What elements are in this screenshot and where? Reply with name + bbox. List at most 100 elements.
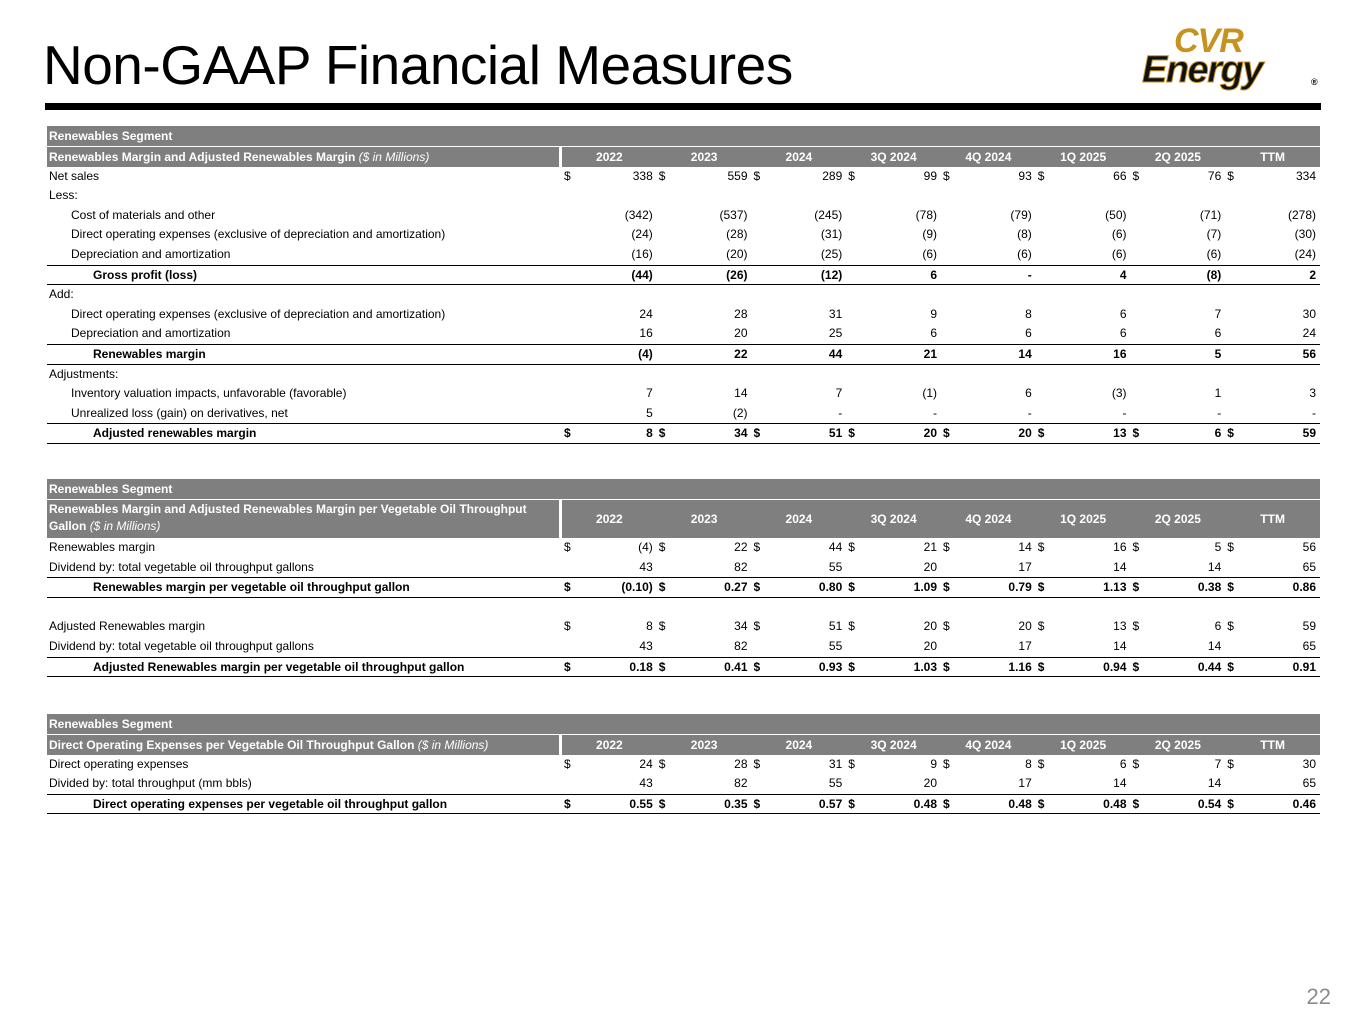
cell-value: 16: [1113, 540, 1127, 554]
cell-value: 82: [734, 776, 748, 791]
cell-value: 1: [1214, 386, 1222, 401]
currency-blank: [941, 305, 963, 325]
cell-value: 0.18: [629, 659, 653, 674]
table-row: Direct operating expenses (exclusive of …: [47, 225, 1320, 245]
currency-blank: [1225, 345, 1247, 364]
cell-value: -: [1217, 405, 1222, 420]
currency-sign: $: [1227, 426, 1234, 441]
cell-value: 7: [1214, 306, 1222, 321]
currency-blank: [657, 637, 679, 657]
header-label: Renewables Margin and Adjusted Renewable…: [47, 147, 562, 168]
title-rule: [45, 103, 1321, 110]
column-header: 2Q 2025: [1154, 149, 1201, 164]
currency-sign: $: [564, 756, 571, 771]
cell-value: (2): [732, 405, 748, 420]
cell-value: 6: [930, 267, 937, 282]
cell-value: (71): [1199, 207, 1222, 222]
cell-value: 16: [1113, 346, 1127, 361]
cell-value: 65: [1302, 559, 1316, 574]
currency-blank: [1036, 558, 1058, 578]
cell-value: 20: [923, 619, 937, 634]
currency-blank: [1225, 384, 1247, 404]
table-unit: ($ in Millions): [89, 519, 161, 533]
cell-value: 6: [1025, 386, 1032, 401]
currency-blank: [1225, 206, 1247, 226]
currency-blank: [562, 305, 584, 325]
cell-value: (278): [1287, 207, 1316, 222]
cell-value: 34: [734, 426, 748, 441]
column-header: 2022: [596, 149, 623, 164]
currency-blank: [562, 245, 584, 265]
cell-value: 13: [1113, 426, 1127, 441]
column-header: 1Q 2025: [1060, 512, 1107, 526]
currency-blank: [657, 225, 679, 245]
cell-value: 20: [923, 559, 937, 574]
table-row: Depreciation and amortization (16) (20) (25…: [47, 245, 1320, 265]
currency-blank: [752, 245, 774, 265]
cell-value: 0.93: [818, 659, 843, 674]
currency-blank: [752, 774, 774, 794]
row-label: Renewables margin: [93, 346, 206, 361]
cell-value: -: [1122, 405, 1127, 420]
cell-value: 6: [1119, 306, 1127, 321]
currency-sign: $: [1227, 796, 1234, 811]
cell-value: 21: [923, 540, 937, 554]
cell-value: 17: [1018, 776, 1032, 791]
table-row: Add:: [47, 285, 1320, 305]
cell-value: 76: [1207, 168, 1222, 183]
currency-blank: [941, 637, 963, 657]
row-label: Inventory valuation impacts, unfavorable…: [71, 386, 347, 401]
row-label: Divided by: total throughput (mm bbls): [49, 776, 252, 791]
row-label: Unrealized loss (gain) on derivatives, n…: [71, 405, 288, 420]
cell-value: 0.86: [1292, 580, 1316, 595]
table: Renewables Segment Renewables Margin and …: [47, 126, 1320, 444]
currency-blank: [1036, 324, 1058, 344]
cell-value: 0.48: [1103, 796, 1127, 811]
currency-sign: $: [1132, 619, 1140, 634]
currency-sign: $: [1132, 659, 1140, 674]
currency-blank: [1036, 384, 1058, 404]
currency-blank: [1131, 558, 1153, 578]
cell-value: 289: [822, 168, 843, 183]
cell-value: 31: [828, 756, 843, 771]
currency-sign: $: [564, 796, 571, 811]
cell-value: 0.35: [724, 796, 748, 811]
column-header: 2Q 2025: [1154, 737, 1201, 752]
currency-blank: [657, 266, 679, 285]
cell-value: (8): [1017, 227, 1032, 242]
currency-blank: [562, 345, 584, 364]
cell-value: 20: [923, 638, 937, 653]
cell-value: 93: [1018, 168, 1032, 183]
table-title: Renewables Margin and Adjusted Renewable…: [49, 150, 356, 164]
cell-value: (12): [820, 267, 843, 282]
currency-blank: [941, 384, 963, 404]
currency-blank: [562, 266, 584, 285]
currency-blank: [1036, 266, 1058, 285]
cell-value: 8: [1025, 756, 1032, 771]
currency-blank: [941, 266, 963, 285]
cell-value: 43: [639, 638, 653, 653]
cell-value: 1.16: [1008, 659, 1032, 674]
currency-sign: $: [848, 796, 855, 811]
currency-sign: $: [564, 426, 571, 441]
cell-value: 55: [828, 559, 843, 574]
table-row: Adjustments:: [47, 365, 1320, 385]
cell-value: 0.54: [1197, 796, 1222, 811]
page-number: 22: [1306, 984, 1331, 1009]
column-header: 4Q 2024: [965, 737, 1012, 752]
cell-value: -: [1027, 267, 1032, 282]
currency-blank: [846, 384, 868, 404]
cell-value: 0.38: [1197, 580, 1222, 595]
column-header: 2024: [785, 737, 813, 752]
header-row: Renewables Margin and Adjusted Renewable…: [47, 500, 1320, 538]
currency-blank: [1036, 225, 1058, 245]
table-row: Net sales $338 $559 $289 $99 $93 $66 $76 $334: [47, 167, 1320, 187]
currency-sign: $: [564, 659, 571, 674]
currency-blank: [562, 774, 584, 794]
cell-value: 13: [1113, 619, 1127, 634]
column-header: 1Q 2025: [1060, 737, 1107, 752]
logo: CVR Energy ®: [1140, 24, 1325, 94]
cell-value: 30: [1302, 756, 1316, 771]
cell-value: 559: [727, 168, 748, 183]
cell-value: 7: [646, 386, 653, 401]
